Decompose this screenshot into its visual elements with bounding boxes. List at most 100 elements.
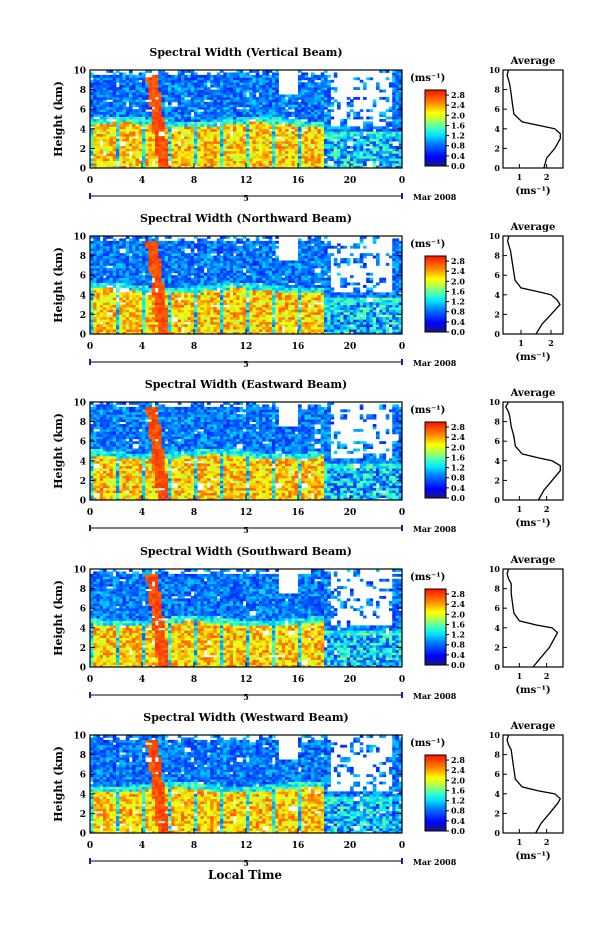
heatmap-cell [174, 163, 179, 166]
heatmap-cell [203, 128, 208, 132]
heatmap-cell [135, 316, 140, 320]
heatmap-cell [327, 74, 331, 78]
heatmap-cell [359, 116, 364, 120]
heatmap-cell [265, 77, 270, 81]
heatmap-cell [366, 141, 370, 144]
heatmap-cell [233, 126, 237, 130]
heatmap-cell [262, 128, 266, 132]
heatmap-cell [155, 243, 159, 247]
heatmap-cell [112, 253, 117, 256]
heatmap-cell [164, 84, 169, 88]
heatmap-cell [106, 148, 110, 152]
heatmap-cell [129, 255, 133, 259]
heatmap-cell [99, 275, 104, 279]
heatmap-cell [109, 329, 114, 332]
heatmap-cell [187, 243, 192, 247]
heatmap-cell [132, 243, 136, 247]
heatmap-cell [343, 136, 348, 139]
heatmap-cell [210, 250, 214, 254]
heatmap-cell [109, 111, 114, 115]
heatmap-cell [314, 84, 318, 88]
heatmap-cell [187, 109, 192, 113]
heatmap-cell [138, 285, 143, 288]
heatmap-cell [246, 155, 250, 159]
heatmap-cell [220, 133, 224, 137]
heatmap-cell [301, 136, 305, 139]
heatmap-cell [252, 74, 257, 78]
heatmap-cell [177, 248, 182, 252]
heatmap-cell [200, 243, 205, 247]
heatmap-cell [132, 89, 136, 93]
heatmap-cell [350, 150, 354, 154]
heatmap-cell [340, 165, 344, 169]
heatmap-cell [210, 99, 214, 103]
heatmap-cell [223, 101, 227, 105]
heatmap-cell [177, 116, 182, 120]
heatmap-cell [148, 114, 153, 117]
heatmap-cell [96, 282, 101, 286]
heatmap-cell [142, 319, 146, 323]
heatmap-cell [145, 165, 149, 169]
heatmap-cell [216, 316, 221, 320]
heatmap-cell [395, 133, 400, 137]
heatmap-cell [177, 106, 182, 110]
heatmap-cell [119, 245, 123, 249]
heatmap-cell [184, 285, 188, 288]
heatmap-cell [197, 307, 201, 310]
heatmap-cell [132, 99, 136, 103]
heatmap-cell [207, 141, 211, 144]
heatmap-cell [177, 302, 182, 305]
heatmap-cell [197, 89, 201, 93]
heatmap-cell [395, 123, 400, 127]
heatmap-cell [103, 111, 107, 115]
heatmap-cell [151, 326, 156, 330]
heatmap-cell [220, 74, 224, 78]
heatmap-cell [382, 150, 387, 154]
heatmap-cell [93, 309, 97, 313]
heatmap-cell [112, 74, 117, 78]
heatmap-cell [226, 277, 231, 281]
heatmap-cell [90, 309, 94, 313]
heatmap-cell [112, 121, 117, 125]
heatmap-cell [213, 329, 218, 332]
heatmap-cell [109, 245, 114, 249]
heatmap-cell [158, 104, 162, 108]
heatmap-cell [194, 280, 198, 283]
heatmap-cell [353, 96, 357, 100]
heatmap-cell [99, 292, 104, 296]
heatmap-cell [213, 116, 218, 120]
heatmap-cell [278, 123, 283, 127]
heatmap-cell [142, 96, 146, 100]
heatmap-cell [220, 302, 224, 305]
heatmap-cell [200, 111, 205, 115]
heatmap-cell [93, 270, 97, 274]
heatmap-cell [265, 99, 270, 103]
heatmap-cell [268, 104, 273, 108]
heatmap-cell [109, 243, 114, 247]
heatmap-cell [363, 138, 367, 142]
heatmap-cell [135, 309, 140, 313]
heatmap-cell [125, 74, 130, 78]
heatmap-cell [389, 131, 393, 135]
heatmap-cell [239, 136, 244, 139]
heatmap-cell [148, 240, 153, 244]
heatmap-cell [216, 253, 221, 256]
heatmap-cell [125, 92, 130, 95]
heatmap-cell [233, 309, 237, 313]
heatmap-cell [125, 123, 130, 127]
heatmap-cell [317, 141, 322, 144]
heatmap-cell [122, 282, 127, 286]
heatmap-cell [190, 116, 195, 120]
heatmap-cell [298, 114, 302, 117]
heatmap-cell [194, 143, 198, 147]
heatmap-cell [275, 77, 279, 81]
heatmap-cell [203, 109, 208, 113]
heatmap-cell [96, 84, 101, 88]
heatmap-cell [119, 297, 123, 301]
heatmap-cell [226, 145, 231, 149]
heatmap-cell [158, 165, 162, 169]
heatmap-cell [350, 155, 354, 159]
heatmap-cell [327, 131, 331, 135]
heatmap-cell [93, 272, 97, 276]
heatmap-cell [109, 77, 114, 81]
